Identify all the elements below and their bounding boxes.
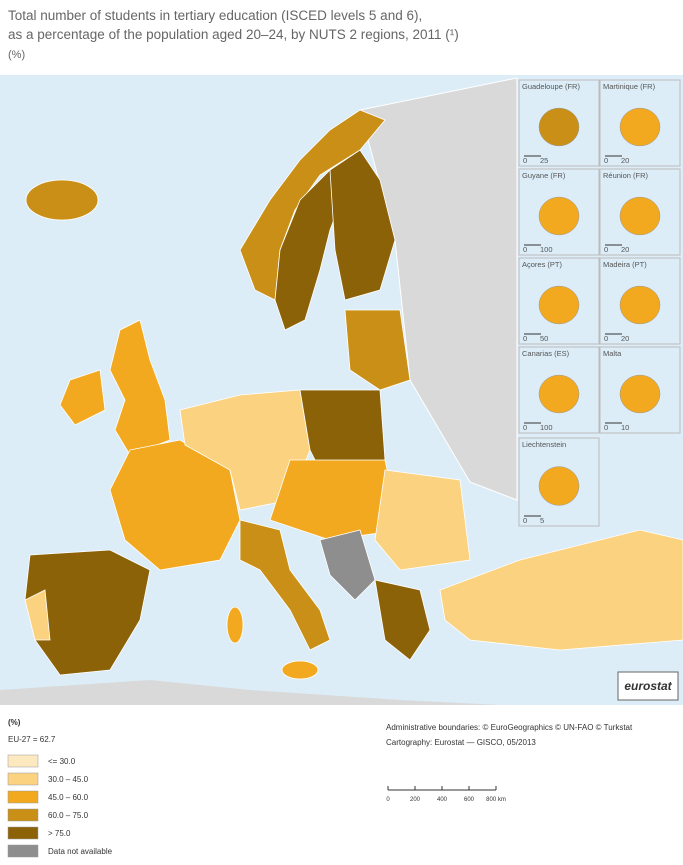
inset-scale-label: 10 [621, 423, 629, 432]
inset-region [538, 285, 580, 325]
inset-frame [518, 257, 600, 345]
inset-label: Guadeloupe (FR) [522, 82, 580, 91]
inset-scale-label: 0 [523, 334, 527, 343]
logo: eurostat [624, 679, 672, 693]
region [319, 529, 376, 601]
inset-scale-label: 0 [523, 245, 527, 254]
map: Guadeloupe (FR) 0 25 Martinique (FR) 0 20 Guya… [0, 75, 683, 705]
legend-label: > 75.0 [48, 829, 71, 838]
inset-region [619, 285, 661, 325]
inset-label: Réunion (FR) [603, 171, 649, 180]
inset-label: Açores (PT) [522, 260, 563, 269]
scale-label: 800 km [486, 797, 506, 803]
inset-scale-label: 20 [621, 156, 629, 165]
inset-scale-label: 100 [540, 245, 553, 254]
inset-scale-label: 0 [604, 334, 608, 343]
inset-region [538, 374, 580, 414]
region [281, 660, 319, 680]
title-line: Total number of students in tertiary edu… [8, 8, 422, 23]
legend-swatch [7, 844, 39, 858]
region [226, 606, 244, 644]
inset-scale-label: 0 [523, 423, 527, 432]
inset-label: Martinique (FR) [603, 82, 656, 91]
inset-scale-label: 100 [540, 423, 553, 432]
legend-eu: EU-27 = 62.7 [8, 735, 56, 744]
region [329, 149, 396, 301]
inset-region [538, 107, 580, 147]
region [59, 369, 106, 426]
scale-label: 400 [437, 797, 448, 803]
legend-label: Data not available [48, 847, 113, 856]
region [374, 469, 471, 571]
inset-scale-label: 0 [604, 156, 608, 165]
inset-region [619, 107, 661, 147]
legend-swatch [7, 754, 39, 768]
inset-label: Guyane (FR) [522, 171, 566, 180]
region [439, 529, 683, 651]
legend-label: 60.0 – 75.0 [48, 811, 89, 820]
inset-frame [599, 168, 681, 256]
scale-label: 0 [386, 797, 390, 803]
inset-scale-label: 0 [604, 245, 608, 254]
non-eu-land [0, 680, 500, 705]
scale-label: 200 [410, 797, 421, 803]
legend-swatch [7, 826, 39, 840]
scale-label: 600 [464, 797, 475, 803]
legend-label: 45.0 – 60.0 [48, 793, 89, 802]
inset-scale-label: 20 [621, 245, 629, 254]
region [374, 579, 431, 661]
inset-region [538, 196, 580, 236]
inset-label: Canarias (ES) [522, 349, 570, 358]
inset-scale-label: 50 [540, 334, 548, 343]
credit: Administrative boundaries: © EuroGeograp… [386, 723, 633, 732]
region [24, 589, 51, 641]
logo-box [617, 671, 679, 701]
title-line: as a percentage of the population aged 2… [8, 27, 459, 42]
legend-label: <= 30.0 [48, 757, 76, 766]
region [239, 519, 331, 651]
region [25, 179, 99, 221]
legend-unit: (%) [8, 718, 21, 727]
region [344, 309, 411, 391]
inset-scale-label: 0 [604, 423, 608, 432]
inset-region [538, 466, 580, 506]
legend-swatch [7, 772, 39, 786]
inset-scale-label: 0 [523, 156, 527, 165]
credit: Cartography: Eurostat — GISCO, 05/2013 [386, 738, 536, 747]
inset-scale-label: 5 [540, 516, 544, 525]
inset-region [619, 374, 661, 414]
legend-label: 30.0 – 45.0 [48, 775, 89, 784]
inset-label: Malta [603, 349, 622, 358]
inset-scale-label: 25 [540, 156, 548, 165]
inset-scale-label: 20 [621, 334, 629, 343]
title-unit: (%) [8, 49, 25, 61]
inset-label: Madeira (PT) [603, 260, 647, 269]
inset-scale-label: 0 [523, 516, 527, 525]
legend-swatch [7, 790, 39, 804]
region [269, 459, 401, 541]
inset-region [619, 196, 661, 236]
inset-label: Liechtenstein [522, 440, 566, 449]
legend-swatch [7, 808, 39, 822]
